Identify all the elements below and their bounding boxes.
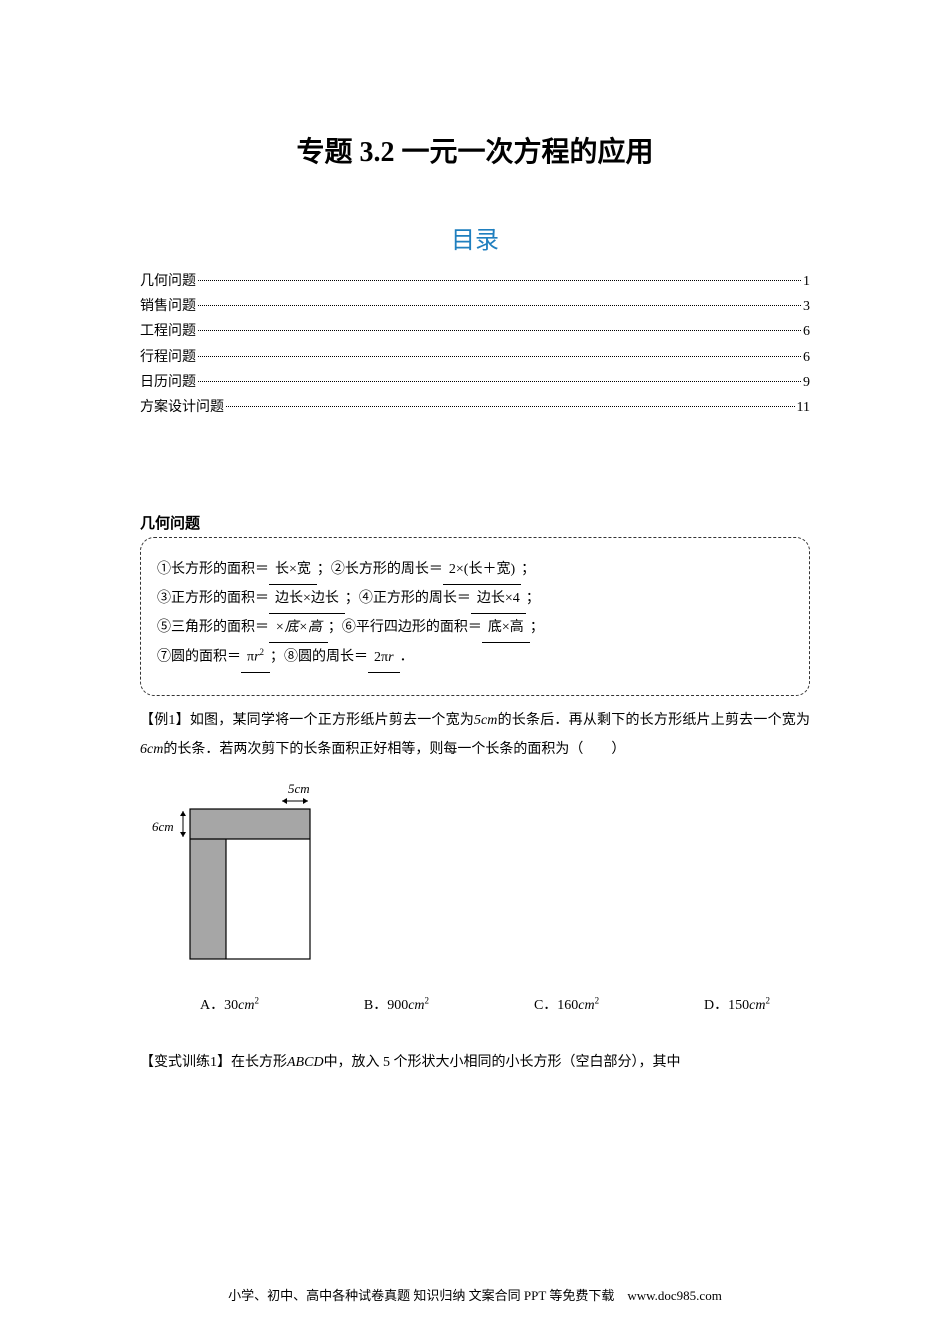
toc-label: 行程问题 — [140, 345, 196, 370]
option-a: A．30cm2 — [200, 994, 259, 1014]
strip-left — [190, 839, 226, 959]
formula-blank: 边长×4 — [471, 585, 526, 614]
example-text: 的长条．若两次剪下的长条面积正好相等，则每一个长条的面积为（ ） — [163, 742, 625, 757]
formula-text: ； — [526, 591, 540, 606]
formula-text: ；④正方形的周长＝ — [345, 591, 471, 606]
toc-dots — [198, 330, 801, 331]
toc-row: 几何问题 1 — [140, 269, 810, 294]
formula-text: ⑦圆的面积＝ — [157, 650, 241, 665]
formula-blank: 底×高 — [482, 614, 530, 643]
formula-text: ①长方形的面积＝ — [157, 562, 269, 577]
fig-label-5cm: 5cm — [288, 781, 310, 796]
formula-text: ③正方形的面积＝ — [157, 591, 269, 606]
formula-blank: 2×(长＋宽) — [443, 556, 521, 585]
variation-1: 【变式训练1】在长方形ABCD中，放入 5 个形状大小相同的小长方形（空白部分）… — [140, 1048, 810, 1077]
variation-text: 【变式训练1】在长方形 — [140, 1055, 287, 1070]
fig-label-6cm: 6cm — [152, 819, 174, 834]
toc-page: 1 — [803, 269, 810, 294]
formula-line: ⑤三角形的面积＝×底×高；⑥平行四边形的面积＝底×高； — [157, 614, 793, 643]
formula-line: ③正方形的面积＝边长×边长；④正方形的周长＝边长×4； — [157, 585, 793, 614]
toc-page: 11 — [797, 395, 810, 420]
formula-blank: πr2 — [241, 643, 270, 673]
toc: 几何问题 1 销售问题 3 工程问题 6 行程问题 6 日历问题 9 方案设计问… — [140, 269, 810, 420]
toc-heading: 目录 — [140, 220, 810, 255]
toc-label: 工程问题 — [140, 319, 196, 344]
toc-label: 方案设计问题 — [140, 395, 224, 420]
section-header: 几何问题 — [140, 510, 810, 535]
toc-row: 行程问题 6 — [140, 345, 810, 370]
option-d: D．150cm2 — [704, 994, 770, 1014]
formula-text: ； — [521, 562, 535, 577]
formula-blank: 2πr — [368, 644, 400, 673]
toc-row: 工程问题 6 — [140, 319, 810, 344]
formula-text: ；⑥平行四边形的面积＝ — [328, 620, 482, 635]
toc-page: 9 — [803, 370, 810, 395]
example-value: 6cm — [140, 742, 163, 757]
toc-page: 3 — [803, 294, 810, 319]
formula-line: ①长方形的面积＝长×宽；②长方形的周长＝2×(长＋宽)； — [157, 556, 793, 585]
page-title: 专题 3.2 一元一次方程的应用 — [140, 130, 810, 170]
formula-text: ； — [530, 620, 544, 635]
toc-dots — [198, 356, 801, 357]
formula-text: ；②长方形的周长＝ — [317, 562, 443, 577]
formula-text: ；⑧圆的周长＝ — [270, 650, 368, 665]
formula-text: ⑤三角形的面积＝ — [157, 620, 269, 635]
example-text: 【例1】如图，某同学将一个正方形纸片剪去一个宽为 — [140, 713, 474, 728]
remaining — [226, 839, 310, 959]
example-figure: 5cm 6cm — [150, 779, 810, 974]
formula-blank: 长×宽 — [269, 556, 317, 585]
formula-line: ⑦圆的面积＝πr2；⑧圆的周长＝2πr． — [157, 643, 793, 673]
toc-label: 几何问题 — [140, 269, 196, 294]
options: A．30cm2 B．900cm2 C．160cm2 D．150cm2 — [140, 988, 810, 1020]
toc-row: 销售问题 3 — [140, 294, 810, 319]
strip-top — [190, 809, 310, 839]
option-b: B．900cm2 — [364, 994, 429, 1014]
toc-row: 日历问题 9 — [140, 370, 810, 395]
formula-blank: 边长×边长 — [269, 585, 345, 614]
toc-row: 方案设计问题 11 — [140, 395, 810, 420]
example-1: 【例1】如图，某同学将一个正方形纸片剪去一个宽为5cm的长条后．再从剩下的长方形… — [140, 706, 810, 765]
formula-blank: ×底×高 — [269, 614, 328, 643]
variation-text: 中，放入 5 个形状大小相同的小长方形（空白部分），其中 — [324, 1055, 681, 1070]
toc-page: 6 — [803, 345, 810, 370]
formula-text: ． — [400, 650, 414, 665]
example-value: 5cm — [474, 713, 497, 728]
option-c: C．160cm2 — [534, 994, 599, 1014]
toc-dots — [198, 305, 801, 306]
toc-page: 6 — [803, 319, 810, 344]
toc-dots — [198, 280, 801, 281]
page-footer: 小学、初中、高中各种试卷真题 知识归纳 文案合同 PPT 等免费下载 www.d… — [0, 1285, 950, 1304]
toc-label: 日历问题 — [140, 370, 196, 395]
variation-abcd: ABCD — [287, 1055, 324, 1070]
toc-dots — [226, 406, 795, 407]
toc-label: 销售问题 — [140, 294, 196, 319]
formula-box: ①长方形的面积＝长×宽；②长方形的周长＝2×(长＋宽)； ③正方形的面积＝边长×… — [140, 537, 810, 696]
example-text: 的长条后．再从剩下的长方形纸片上剪去一个宽为 — [497, 713, 810, 728]
toc-dots — [198, 381, 801, 382]
